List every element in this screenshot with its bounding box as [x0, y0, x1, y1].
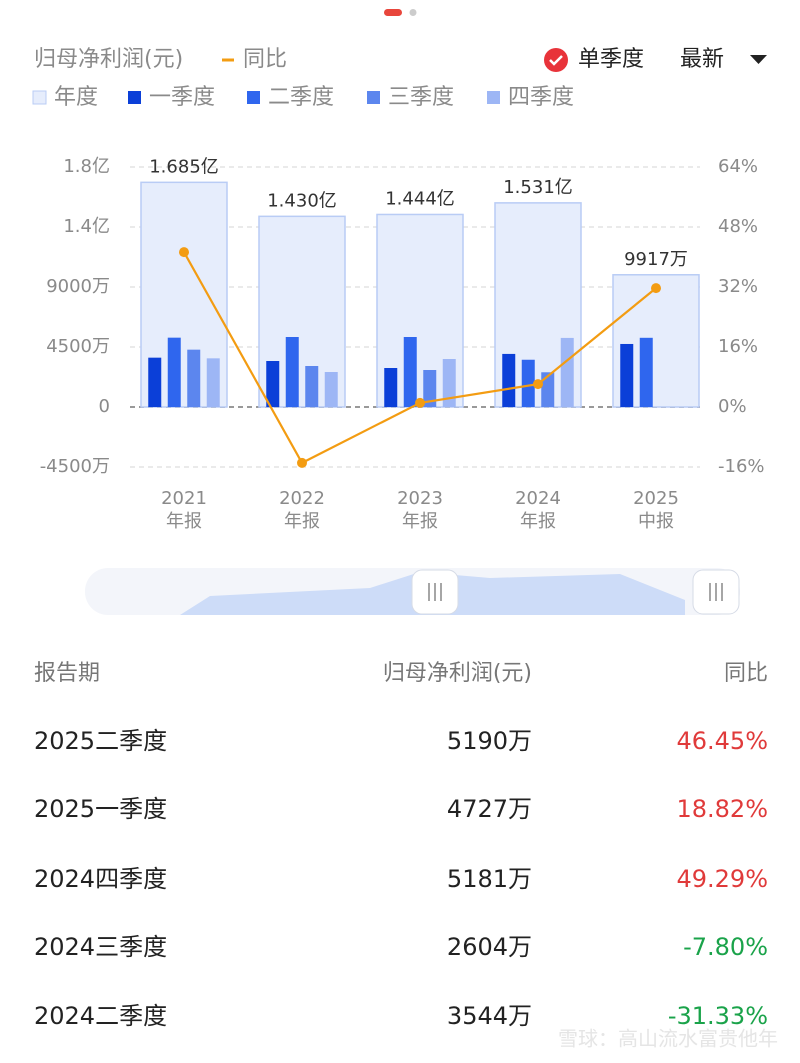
quarter-bar — [541, 372, 555, 407]
yoy-point — [533, 379, 543, 390]
table-cell: 2025一季度 — [34, 795, 167, 823]
dropdown-arrow[interactable] — [750, 55, 767, 64]
legend-label[interactable]: 三季度 — [388, 85, 454, 110]
chart-title: 归母净利润(元) — [34, 47, 183, 72]
value-label: 1.430亿 — [267, 190, 337, 211]
period-select[interactable]: 最新 — [680, 47, 724, 72]
quarter-bar — [620, 343, 634, 407]
quarter-bar — [148, 357, 162, 407]
value-label: 1.531亿 — [503, 177, 573, 198]
table-cell: 49.29% — [676, 865, 768, 893]
legend-swatch[interactable] — [32, 90, 47, 105]
table-cell: 5181万 — [447, 865, 532, 893]
y2-tick-label: 16% — [718, 336, 758, 357]
page-dot — [409, 9, 417, 16]
page-dot-active — [384, 9, 402, 16]
table-cell: -31.33% — [668, 1002, 768, 1030]
y-tick-label: 9000万 — [46, 276, 110, 297]
quarter-bar — [639, 337, 653, 407]
quarter-bar — [560, 337, 574, 407]
legend-label[interactable]: 四季度 — [508, 85, 574, 110]
legend-label[interactable]: 年度 — [54, 85, 98, 110]
x-tick-label: 2025 — [633, 488, 679, 509]
quarter-bar — [285, 337, 299, 407]
y-tick-label: 0 — [99, 396, 110, 417]
y-tick-label: 1.8亿 — [63, 156, 110, 177]
table-cell: 2025二季度 — [34, 727, 167, 755]
quarter-bar — [305, 366, 319, 407]
y-tick-label: 1.4亿 — [63, 216, 110, 237]
yoy-point — [179, 247, 189, 258]
x-tick-sublabel: 中报 — [638, 511, 674, 532]
quarter-bar — [266, 361, 280, 407]
table-cell: 2604万 — [447, 933, 532, 961]
legend-label[interactable]: 同比 — [243, 47, 287, 72]
quarter-bar — [206, 358, 220, 407]
x-tick-label: 2021 — [161, 488, 207, 509]
y2-tick-label: 48% — [718, 216, 758, 237]
x-tick-sublabel: 年报 — [166, 511, 202, 532]
quarter-bar — [187, 349, 201, 407]
x-tick-sublabel: 年报 — [520, 511, 556, 532]
quarter-bar — [521, 359, 535, 407]
quarter-bar — [403, 337, 417, 407]
legend-swatch[interactable] — [128, 91, 141, 104]
quarter-bar — [324, 372, 338, 407]
table-header: 归母净利润(元) — [383, 661, 532, 686]
y2-tick-label: 0% — [718, 396, 747, 417]
handle-grip — [428, 583, 442, 601]
legend-swatch[interactable] — [247, 91, 260, 104]
legend-swatch[interactable] — [367, 91, 380, 104]
yoy-point — [297, 457, 307, 468]
table-cell: 2024四季度 — [34, 865, 167, 893]
watermark: 雪球：高山流水富贵他年 — [558, 1027, 778, 1051]
quarter-bar — [167, 337, 181, 407]
table-header: 同比 — [724, 661, 768, 686]
quarter-bar — [442, 359, 456, 407]
value-label: 1.685亿 — [149, 156, 219, 177]
check-mark — [549, 55, 563, 66]
legend-label[interactable]: 一季度 — [149, 85, 215, 110]
table-cell: 5190万 — [447, 727, 532, 755]
table-cell: 46.45% — [676, 727, 768, 755]
legend-swatch[interactable] — [487, 91, 500, 104]
x-tick-label: 2022 — [279, 488, 325, 509]
x-tick-label: 2023 — [397, 488, 443, 509]
x-tick-sublabel: 年报 — [284, 511, 320, 532]
table-cell: 2024二季度 — [34, 1002, 167, 1030]
table-header: 报告期 — [34, 661, 100, 686]
y-tick-label: -4500万 — [40, 456, 110, 477]
y2-tick-label: 32% — [718, 276, 758, 297]
x-tick-label: 2024 — [515, 488, 561, 509]
legend-label[interactable]: 二季度 — [268, 85, 334, 110]
quarter-bar — [423, 370, 437, 407]
value-label: 9917万 — [624, 249, 688, 270]
handle-grip — [709, 583, 723, 601]
yoy-point — [415, 397, 425, 408]
value-label: 1.444亿 — [385, 188, 455, 209]
y2-tick-label: 64% — [718, 156, 758, 177]
table-cell: -7.80% — [683, 933, 768, 961]
table-cell: 2024三季度 — [34, 933, 167, 961]
y-tick-label: 4500万 — [46, 336, 110, 357]
quarter-bar — [384, 368, 398, 407]
table-cell: 18.82% — [676, 795, 768, 823]
quarter-bar — [502, 353, 516, 407]
yoy-point — [651, 283, 661, 294]
table-cell: 3544万 — [447, 1002, 532, 1030]
y2-tick-label: -16% — [718, 456, 765, 477]
x-tick-sublabel: 年报 — [402, 511, 438, 532]
mode-toggle[interactable]: 单季度 — [578, 47, 644, 72]
check-icon[interactable] — [544, 48, 568, 72]
table-cell: 4727万 — [447, 795, 532, 823]
